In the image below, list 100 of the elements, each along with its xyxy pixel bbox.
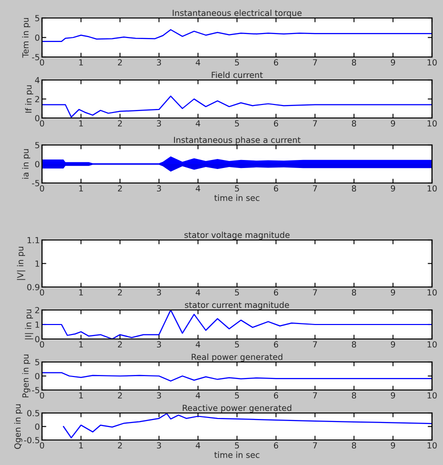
y-tick-label: 0: [35, 34, 40, 41]
y-axis-title: If in pu: [25, 85, 34, 113]
line-series: [42, 29, 432, 42]
y-tick-label: 1: [36, 322, 40, 328]
x-tick-label: 9: [390, 392, 396, 399]
x-tick-label: 3: [156, 185, 161, 192]
x-tick-label: 6: [274, 289, 278, 296]
x-tick-label: 5: [234, 392, 239, 399]
chart-title: Instantaneous phase a current: [174, 136, 301, 145]
y-tick-label: 0: [35, 160, 40, 168]
x-tick-label: 10: [428, 120, 437, 127]
y-axis-title: |V| in pu: [16, 246, 26, 280]
x-tick-label: 5: [234, 120, 239, 127]
y-tick-label: 0.5: [27, 410, 40, 416]
x-tick-label: 4: [196, 341, 200, 348]
x-tick-label: 3: [156, 120, 161, 127]
x-tick-label: 7: [313, 341, 317, 348]
x-tick-label: 4: [196, 59, 200, 66]
line-series: [62, 413, 432, 438]
x-tick-label: 7: [313, 185, 317, 192]
x-tick-label: 3: [156, 59, 161, 66]
x-tick-label: 1: [79, 289, 83, 296]
x-tick-label: 7: [313, 392, 317, 398]
x-tick-label: 3: [156, 392, 161, 399]
x-tick-label: 9: [390, 59, 396, 66]
x-tick-label: 1: [79, 341, 83, 348]
x-axis-title: time in sec: [214, 452, 260, 458]
x-tick-label: 1: [79, 392, 83, 398]
x-tick-label: 7: [313, 120, 317, 126]
x-tick-label: 4: [196, 442, 200, 448]
x-tick-label: 10: [428, 289, 437, 296]
x-tick-label: 9: [390, 120, 396, 127]
chart-title: Instantaneous electrical torque: [172, 10, 302, 18]
x-tick-label: 7: [313, 442, 317, 448]
x-tick-label: 10: [428, 442, 437, 449]
line-series: [42, 372, 432, 382]
x-tick-label: 3: [156, 341, 161, 348]
x-tick-label: 10: [428, 341, 437, 348]
y-tick-label: -5: [32, 180, 40, 186]
x-tick-label: 1: [79, 59, 83, 66]
y-tick-label: 0: [35, 114, 40, 122]
x-tick-label: 6: [274, 341, 278, 348]
x-tick-label: 1: [79, 120, 83, 126]
y-tick-label: -5: [32, 54, 40, 60]
x-axis-title: time in sec: [214, 194, 260, 201]
y-axis-title: ia in pu: [22, 149, 30, 179]
x-tick-label: 6: [274, 442, 278, 449]
x-tick-label: 7: [313, 59, 317, 66]
x-tick-label: 7: [313, 289, 317, 296]
chart-title: stator voltage magnitude: [184, 232, 290, 240]
x-tick-label: 5: [234, 185, 239, 192]
y-tick-label: -0.5: [24, 436, 40, 444]
y-tick-label: 0: [35, 336, 40, 342]
x-tick-label: 2: [118, 120, 122, 126]
x-tick-label: 9: [390, 341, 396, 348]
x-tick-label: 9: [390, 185, 396, 192]
x-tick-label: 10: [428, 59, 437, 66]
x-tick-label: 8: [352, 442, 356, 449]
x-tick-label: 8: [352, 120, 356, 127]
y-axis-title: Tem in pu: [22, 18, 30, 58]
x-tick-label: 10: [428, 392, 437, 399]
x-tick-label: 2: [118, 59, 122, 66]
y-axis-title: |I| in pu: [24, 309, 34, 340]
x-tick-label: 9: [390, 442, 396, 449]
x-tick-label: 8: [352, 185, 356, 192]
x-tick-label: 4: [196, 289, 200, 296]
y-tick-label: 1.1: [28, 237, 40, 244]
x-tick-label: 6: [274, 392, 278, 399]
x-tick-label: 6: [274, 59, 278, 66]
y-tick-label: -5: [32, 387, 40, 394]
y-tick-label: 2: [35, 96, 40, 102]
y-tick-label: 5: [35, 359, 40, 366]
x-tick-label: 3: [156, 289, 161, 296]
x-tick-label: 2: [118, 289, 122, 296]
x-tick-label: 2: [118, 185, 122, 192]
x-tick-label: 8: [352, 392, 356, 399]
x-tick-label: 5: [234, 289, 239, 296]
x-tick-label: 6: [274, 120, 278, 127]
line-series: [42, 310, 432, 339]
x-tick-label: 9: [390, 289, 396, 296]
y-tick-label: 1: [36, 260, 40, 267]
y-tick-label: 0.9: [27, 284, 40, 290]
y-tick-label: 5: [35, 142, 40, 148]
chart-title: Field current: [212, 72, 263, 78]
x-tick-label: 8: [352, 289, 356, 296]
y-tick-label: 4: [35, 77, 40, 84]
x-tick-label: 4: [196, 185, 200, 192]
y-tick-label: 0: [35, 372, 40, 380]
y-tick-label: 5: [35, 15, 40, 22]
x-tick-label: 4: [196, 392, 200, 398]
x-tick-label: 6: [274, 185, 278, 192]
x-tick-label: 2: [118, 442, 122, 448]
x-tick-label: 8: [352, 59, 356, 66]
y-tick-label: 0: [35, 423, 40, 430]
y-axis-title: Qgen in pu: [14, 404, 22, 449]
x-tick-label: 2: [118, 341, 122, 348]
x-tick-label: 5: [234, 442, 239, 449]
x-tick-label: 8: [352, 341, 356, 348]
x-tick-label: 3: [156, 442, 161, 449]
x-tick-label: 2: [118, 392, 122, 398]
